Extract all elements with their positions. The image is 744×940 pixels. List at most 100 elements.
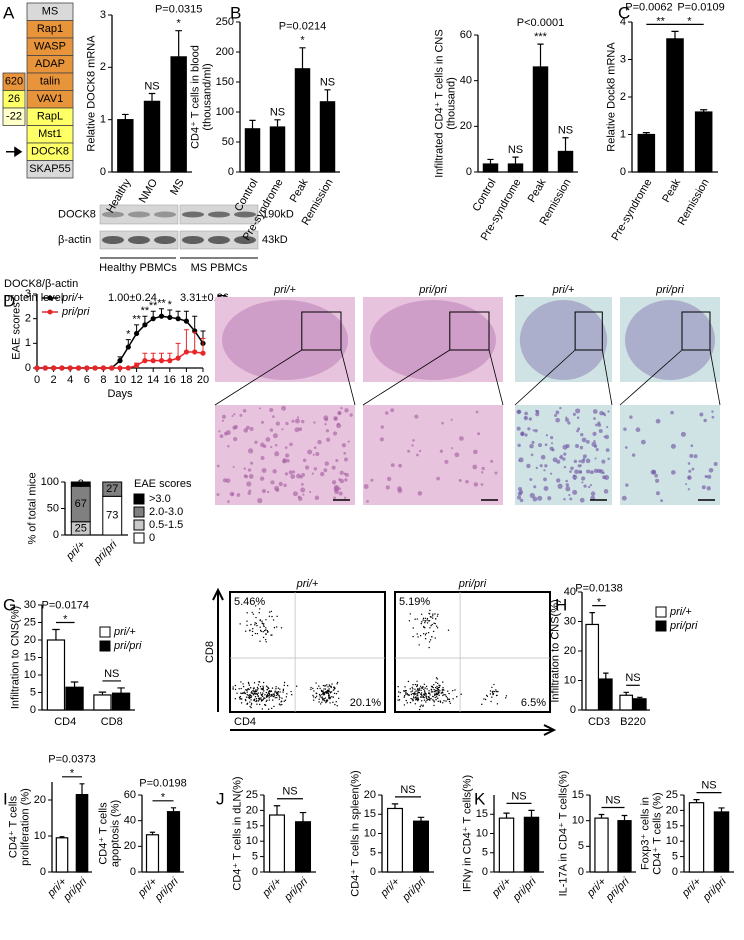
flow-dot (435, 689, 437, 692)
flow-dot (262, 630, 264, 633)
cell-texture (537, 443, 542, 448)
zoom-line (619, 349, 721, 406)
gate (395, 592, 550, 712)
flow-dot (242, 685, 245, 688)
cell-texture (416, 453, 419, 457)
flow-dot (256, 689, 259, 691)
y-tick-label: 25 (246, 789, 258, 801)
flow-dot (254, 624, 256, 626)
cell-texture (320, 471, 325, 477)
legend-label: >3.0 (149, 493, 171, 505)
y-axis-label: Relative Dock8 mRNA (606, 42, 618, 152)
flow-dot (322, 699, 324, 701)
flow-dot (411, 698, 414, 700)
y-tick-label: 0 (53, 529, 59, 541)
cell-texture (344, 472, 349, 477)
bar (46, 639, 66, 711)
cell-texture (490, 459, 494, 463)
significance: * (70, 768, 75, 780)
cell-texture (573, 474, 576, 478)
flow-dot (419, 696, 422, 698)
flow-dot (431, 691, 433, 693)
flow-dot (425, 685, 428, 688)
cell-texture (606, 426, 609, 429)
flow-dot (254, 605, 257, 607)
flow-dot (245, 696, 248, 698)
error-bar (537, 43, 544, 67)
flow-dot (428, 612, 430, 615)
flow-dot (424, 621, 426, 624)
cell-texture (703, 418, 707, 423)
flow-dot (238, 688, 240, 690)
flow-dot (420, 704, 422, 706)
gene-label: SKAP55 (29, 163, 71, 175)
legend-label: 0.5-1.5 (149, 519, 183, 531)
flow-dot (255, 700, 257, 703)
flow-dot (426, 697, 428, 700)
panel-letter: D (3, 291, 15, 310)
cell-texture (450, 418, 453, 421)
blot-band (208, 236, 230, 244)
flow-dot (403, 695, 406, 697)
x-axis-label: Days (107, 388, 133, 400)
flow-dot (416, 618, 418, 620)
y-tick-label: 20 (666, 804, 678, 816)
cell-texture (563, 498, 566, 501)
legend-label: pri/+ (669, 606, 692, 618)
flow-dot (251, 690, 253, 693)
quant-label: DOCK8/β-actin (4, 278, 78, 290)
cell-texture (592, 409, 598, 414)
flow-dot (234, 698, 237, 700)
cell-texture (580, 459, 585, 464)
cell-texture (593, 468, 599, 474)
flow-dot (319, 687, 321, 690)
flow-dot (245, 699, 247, 702)
cell-texture (284, 472, 289, 476)
error-bar (718, 807, 725, 812)
cell-texture (687, 462, 691, 465)
tissue (519, 300, 608, 380)
x-tick-label: 10 (114, 374, 126, 386)
error-bar (122, 113, 129, 120)
cell-texture (243, 474, 247, 478)
cell-texture (270, 480, 275, 485)
flow-dot (420, 693, 423, 696)
flow-dot (258, 612, 260, 614)
p-value: P=0.0214 (279, 21, 326, 33)
marker (134, 362, 140, 369)
flow-dot (433, 688, 435, 691)
flow-dot (481, 703, 483, 706)
flow-dot (254, 622, 256, 624)
flow-dot (448, 692, 450, 695)
marker (158, 358, 165, 364)
cell-texture (313, 446, 317, 450)
flow-dot (403, 696, 405, 698)
flow-dot (332, 696, 335, 698)
flow-dot (244, 692, 246, 694)
blot-band (182, 211, 204, 218)
y-tick-label: 150 (216, 76, 234, 88)
cell-texture (524, 416, 527, 419)
legend-label: pri/+ (61, 292, 84, 304)
cell-texture (568, 494, 571, 497)
x-tick-label: CD3 (588, 716, 610, 728)
flow-dot (422, 695, 425, 698)
flow-dot (416, 633, 418, 635)
flow-dot (422, 633, 425, 635)
flow-dot (410, 697, 412, 700)
flow-dot (414, 703, 417, 705)
flow-dot (410, 691, 412, 693)
flow-dot (417, 636, 419, 638)
cell-texture (545, 434, 548, 437)
error-bar (487, 158, 494, 165)
cell-texture (602, 471, 605, 475)
flow-dot (336, 683, 338, 685)
cell-texture (607, 410, 610, 413)
blot-band (234, 236, 256, 244)
flow-dot (491, 686, 493, 689)
cell-texture (604, 434, 610, 440)
flow-dot (405, 690, 407, 692)
flow-dot (434, 637, 436, 639)
cell-texture (580, 432, 584, 437)
